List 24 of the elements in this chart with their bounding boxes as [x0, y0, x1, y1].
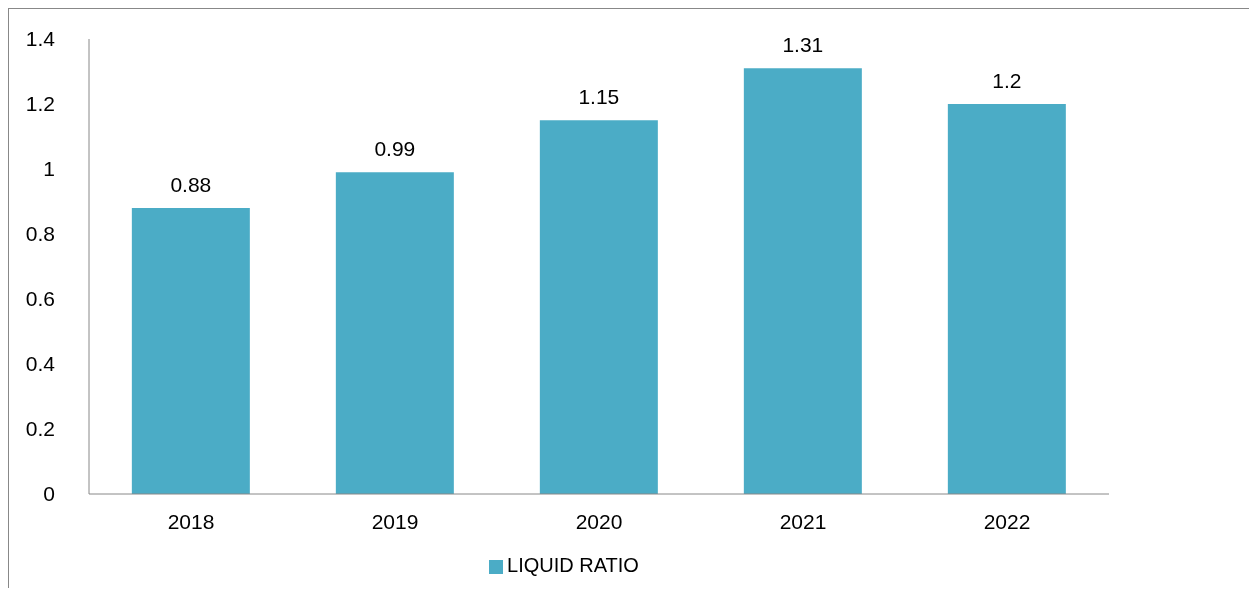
x-tick-label: 2019 — [371, 509, 419, 533]
y-tick-label: 1.2 — [25, 92, 55, 116]
x-tick-label: 2021 — [779, 509, 827, 533]
data-label: 0.88 — [170, 173, 212, 196]
data-label: 1.15 — [578, 85, 620, 109]
y-tick-label: 1.4 — [25, 27, 56, 51]
legend-label: LIQUID RATIO — [507, 554, 639, 576]
data-label: 1.2 — [992, 69, 1022, 92]
bar — [947, 104, 1066, 494]
y-tick-label: 0 — [43, 482, 55, 506]
x-tick-label: 2018 — [167, 509, 215, 533]
y-tick-label: 0.8 — [25, 222, 55, 246]
data-label: 0.99 — [374, 137, 416, 161]
data-label: 1.31 — [782, 33, 824, 57]
x-tick-label: 2020 — [575, 509, 623, 533]
bar — [335, 172, 454, 494]
bar — [743, 68, 862, 494]
x-tick-label: 2022 — [983, 509, 1031, 533]
bar — [539, 120, 658, 494]
y-tick-label: 0.4 — [25, 352, 56, 376]
y-tick-label: 0.6 — [25, 287, 55, 311]
y-tick-label: 1 — [43, 157, 55, 181]
y-tick-label: 0.2 — [25, 417, 55, 441]
bar — [131, 208, 250, 494]
